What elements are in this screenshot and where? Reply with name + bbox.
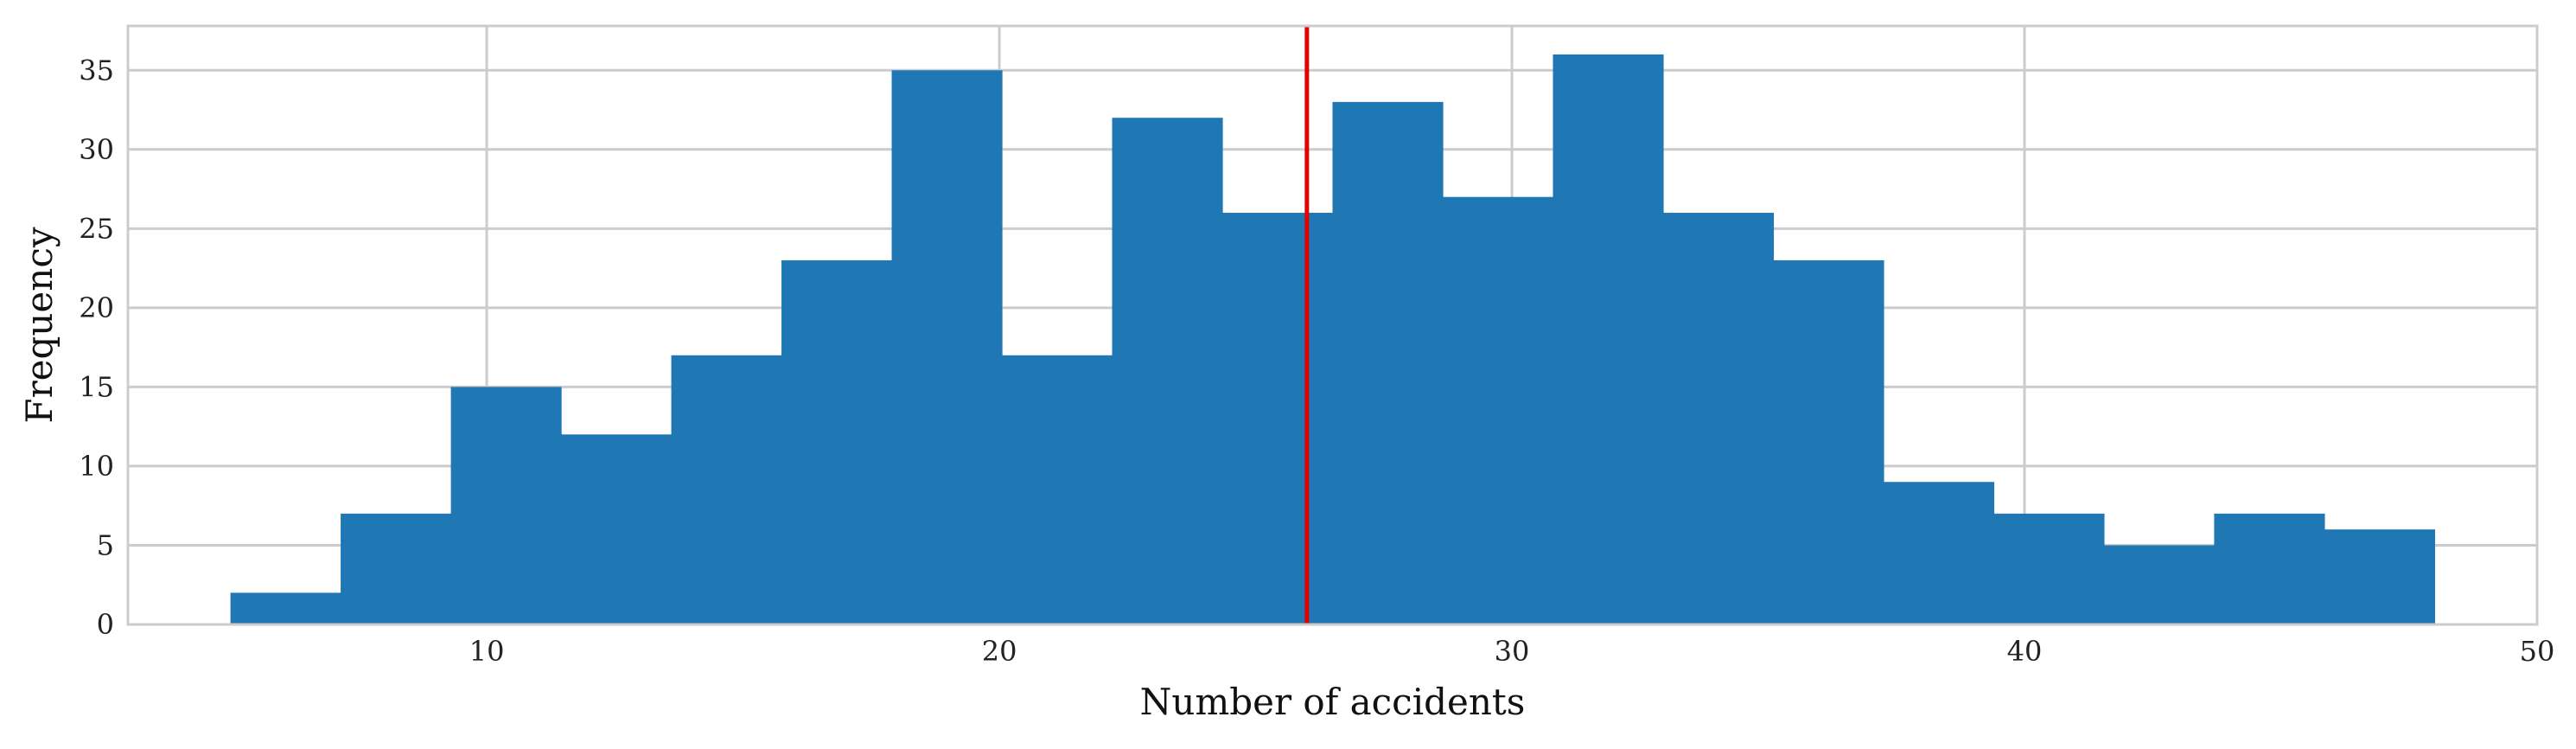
y-tick-label: 20 (79, 291, 114, 324)
histogram-bar (2103, 545, 2216, 624)
y-tick-label: 35 (79, 54, 114, 86)
histogram-bar (1112, 118, 1223, 624)
y-tick-label: 30 (79, 133, 114, 166)
histogram-bar (671, 355, 782, 624)
x-tick-label: 30 (1495, 635, 1530, 668)
histogram-bar (230, 592, 341, 624)
plot-frame (126, 24, 2539, 626)
histogram-bar (561, 434, 673, 624)
histogram-bar (1993, 513, 2105, 624)
y-tick-label: 25 (79, 212, 114, 245)
histogram-bar (781, 259, 893, 624)
histogram-bar (1773, 259, 1884, 624)
x-tick-label: 50 (2520, 635, 2555, 668)
y-tick-labels: 0 5 10 15 20 25 30 35 (79, 54, 114, 641)
histogram-bar (1662, 213, 1775, 624)
y-tick-label: 15 (79, 370, 114, 403)
histogram-bar (341, 513, 452, 624)
x-tick-label: 40 (2007, 635, 2043, 668)
y-tick-label: 0 (97, 608, 114, 641)
y-axis-label: Frequency (18, 227, 61, 423)
x-tick-labels: 10 20 30 40 50 (469, 635, 2555, 668)
histogram-bar (1002, 355, 1113, 624)
y-tick-label: 5 (97, 528, 114, 561)
histogram-bars (230, 54, 2436, 624)
histogram-bar (891, 70, 1003, 624)
x-axis-label: Number of accidents (1140, 681, 1526, 723)
x-tick-label: 20 (982, 635, 1017, 668)
histogram-bar (450, 387, 562, 624)
x-tick-label: 10 (469, 635, 505, 668)
histogram-bar (1553, 54, 1664, 624)
histogram-bar (1883, 482, 1995, 624)
histogram-bar (1442, 196, 1554, 624)
histogram-bar (2214, 513, 2325, 624)
histogram-bar (1332, 101, 1444, 624)
histogram-bar (2324, 529, 2436, 624)
y-tick-label: 10 (79, 450, 114, 483)
histogram-bar (1222, 213, 1334, 624)
